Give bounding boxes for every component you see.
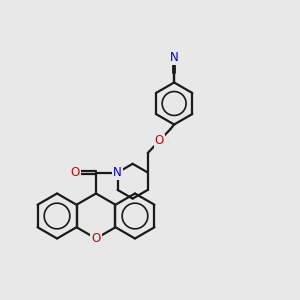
- Text: O: O: [92, 232, 100, 245]
- Text: N: N: [113, 166, 122, 179]
- Text: O: O: [70, 166, 80, 179]
- Text: O: O: [154, 134, 164, 148]
- Text: N: N: [170, 51, 178, 64]
- Text: N: N: [113, 166, 122, 179]
